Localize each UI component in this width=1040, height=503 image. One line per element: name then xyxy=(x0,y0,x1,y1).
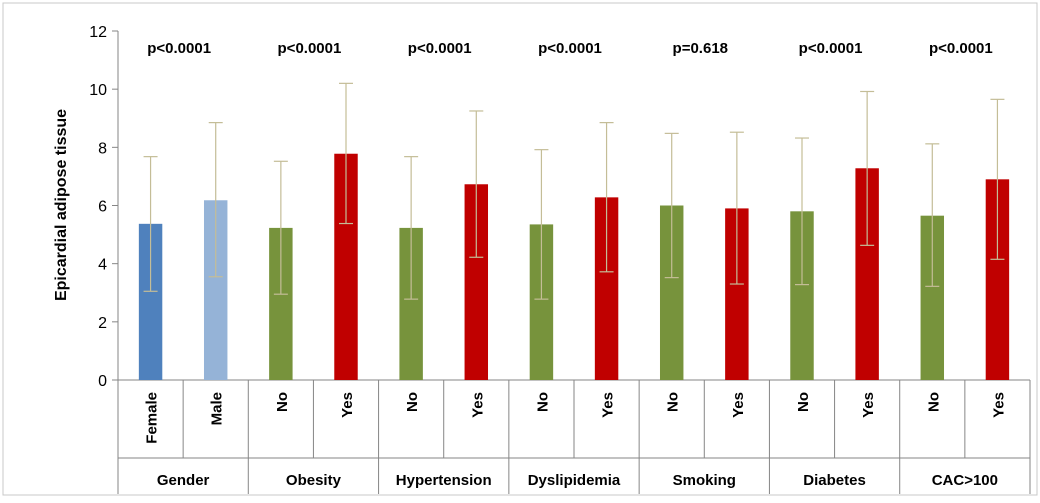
y-tick-label: 12 xyxy=(89,24,107,41)
bar xyxy=(399,227,423,380)
group-label: Dyslipidemia xyxy=(528,472,621,489)
bar xyxy=(138,223,163,380)
bar xyxy=(659,205,684,380)
group-label: Hypertension xyxy=(396,472,492,489)
y-tick-label: 10 xyxy=(89,82,107,99)
x-tick-label: Yes xyxy=(600,392,617,418)
group-label: Diabetes xyxy=(803,472,866,489)
y-axis-title: Epicardial adipose tissue xyxy=(53,109,70,301)
bar xyxy=(790,211,814,380)
p-value-label: p<0.0001 xyxy=(408,40,472,57)
bar xyxy=(529,224,554,380)
x-tick-label: Yes xyxy=(860,392,877,418)
bar xyxy=(334,153,358,380)
bar xyxy=(855,168,879,380)
y-tick-label: 8 xyxy=(98,140,107,157)
x-tick-label: Male xyxy=(209,392,226,425)
x-tick-label: Female xyxy=(144,392,161,444)
bar xyxy=(203,200,228,380)
x-tick-label: No xyxy=(795,392,812,412)
group-label: CAC>100 xyxy=(932,472,998,489)
x-tick-label: No xyxy=(274,392,291,412)
group-label: Gender xyxy=(157,472,210,489)
x-tick-label: No xyxy=(534,392,551,412)
p-value-label: p<0.0001 xyxy=(538,40,602,57)
bar xyxy=(920,215,945,380)
group-label: Obesity xyxy=(286,472,342,489)
bar xyxy=(594,197,619,380)
y-tick-label: 2 xyxy=(98,315,107,332)
x-tick-label: Yes xyxy=(469,392,486,418)
y-tick-label: 0 xyxy=(98,373,107,390)
group-label: Smoking xyxy=(673,472,736,489)
p-value-label: p<0.0001 xyxy=(929,40,993,57)
bar xyxy=(269,227,293,380)
p-value-label: p=0.618 xyxy=(673,40,728,57)
x-tick-label: Yes xyxy=(730,392,747,418)
x-tick-label: Yes xyxy=(990,392,1007,418)
p-value-label: p<0.0001 xyxy=(147,40,211,57)
x-tick-label: No xyxy=(925,392,942,412)
bar xyxy=(464,184,489,380)
p-value-label: p<0.0001 xyxy=(278,40,342,57)
y-tick-label: 6 xyxy=(98,199,107,216)
p-value-label: p<0.0001 xyxy=(799,40,863,57)
bar xyxy=(725,208,749,380)
y-tick-label: 4 xyxy=(98,257,107,274)
x-tick-label: No xyxy=(404,392,421,412)
bar xyxy=(985,179,1010,380)
x-tick-label: Yes xyxy=(339,392,356,418)
x-tick-label: No xyxy=(665,392,682,412)
